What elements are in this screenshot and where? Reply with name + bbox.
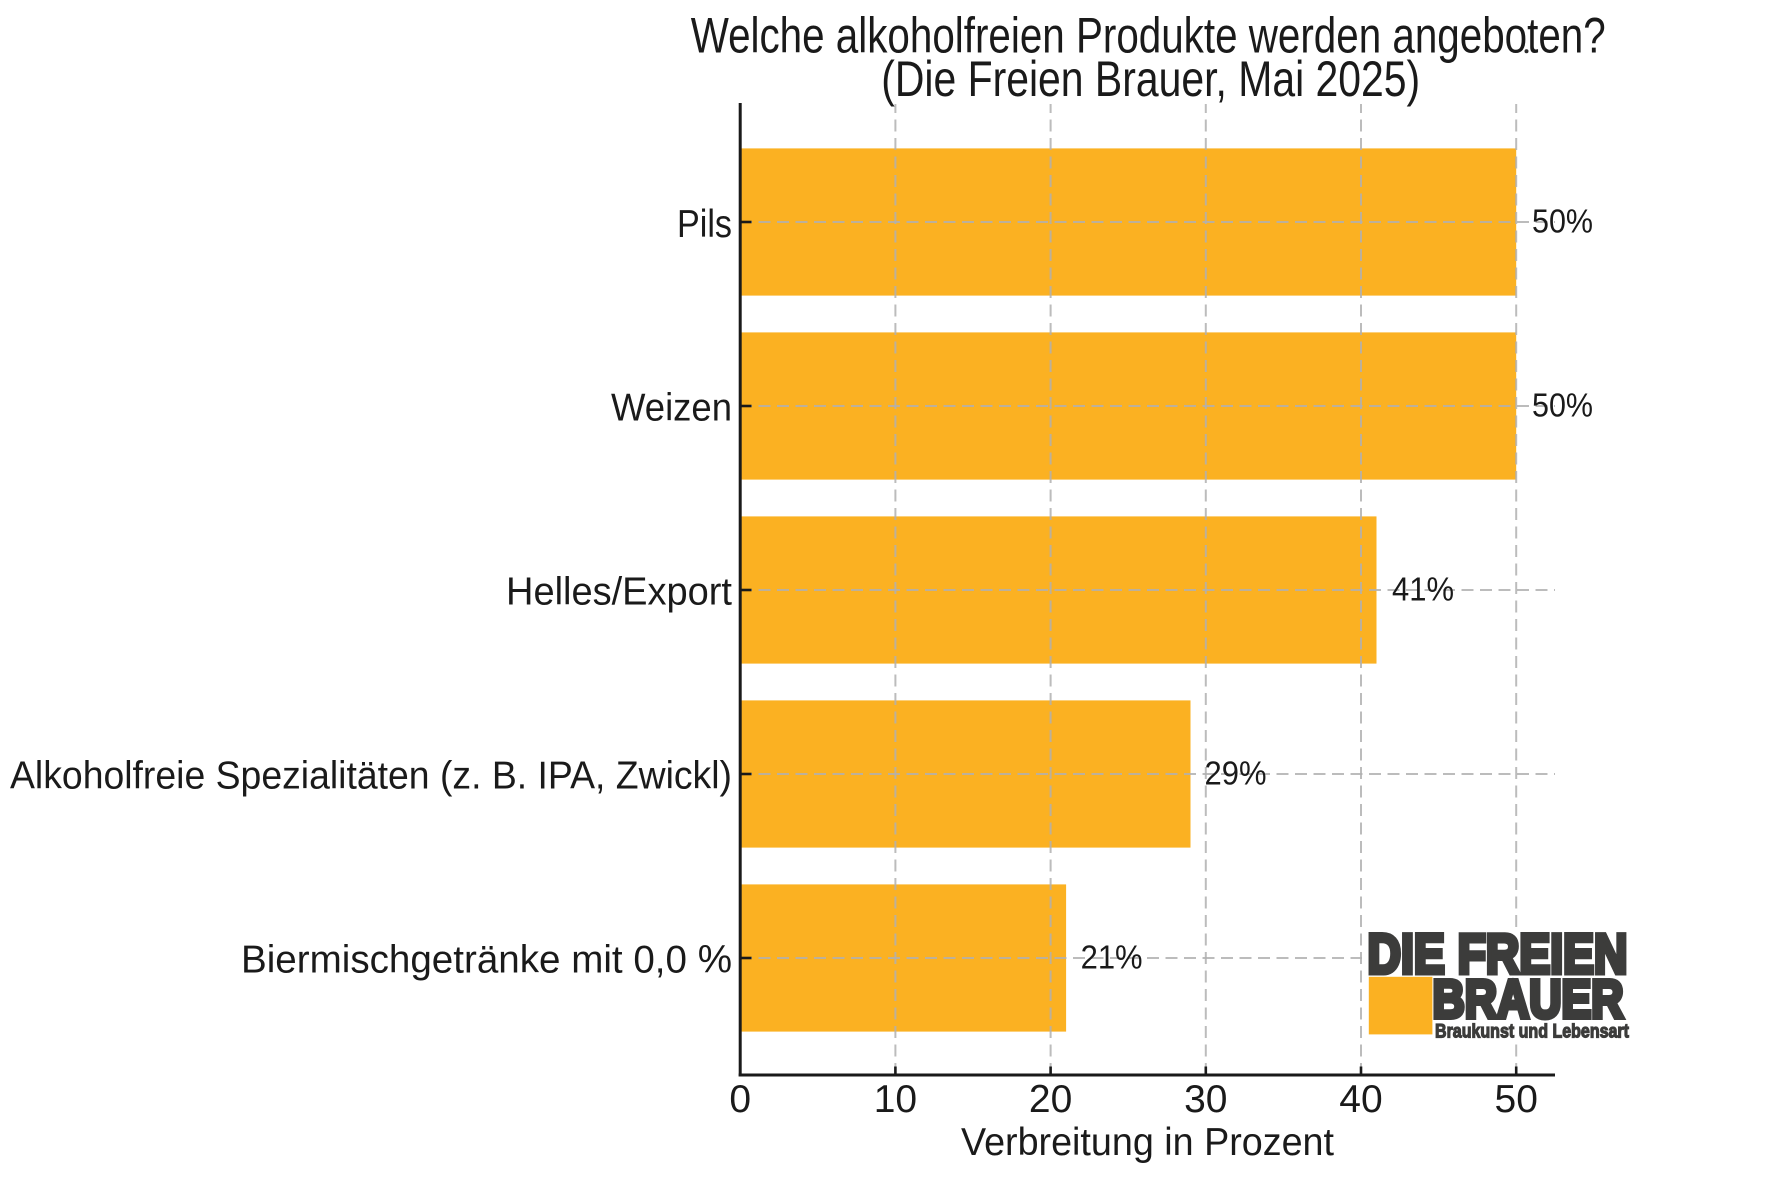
svg-text:50%: 50% (1532, 387, 1593, 424)
svg-text:0: 0 (729, 1078, 751, 1121)
svg-text:40: 40 (1339, 1078, 1382, 1121)
svg-text:Welche alkoholfreien Produkte: Welche alkoholfreien Produkte werden ang… (691, 7, 1606, 63)
svg-text:30: 30 (1184, 1078, 1227, 1121)
svg-text:Pils: Pils (677, 203, 732, 246)
svg-text:Helles/Export: Helles/Export (506, 571, 732, 614)
svg-text:Verbreitung in Prozent: Verbreitung in Prozent (961, 1121, 1334, 1164)
svg-text:BRAUER: BRAUER (1433, 970, 1624, 1030)
svg-text:29%: 29% (1205, 755, 1267, 792)
svg-text:10: 10 (874, 1078, 917, 1121)
svg-text:Alkoholfreie Spezialitäten (z.: Alkoholfreie Spezialitäten (z. B. IPA, Z… (10, 755, 732, 798)
svg-text:21%: 21% (1081, 939, 1143, 976)
svg-text:(Die Freien Brauer, Mai 2025): (Die Freien Brauer, Mai 2025) (881, 51, 1420, 107)
svg-text:41%: 41% (1392, 571, 1454, 608)
svg-text:20: 20 (1029, 1078, 1072, 1121)
svg-text:DIE FREIEN: DIE FREIEN (1368, 922, 1628, 985)
svg-text:50: 50 (1495, 1078, 1538, 1121)
svg-text:Weizen: Weizen (611, 387, 732, 430)
svg-text:Braukunst und Lebensart: Braukunst und Lebensart (1435, 1021, 1630, 1042)
svg-text:Biermischgetränke mit 0,0 %: Biermischgetränke mit 0,0 % (241, 939, 732, 982)
svg-text:50%: 50% (1532, 203, 1593, 240)
